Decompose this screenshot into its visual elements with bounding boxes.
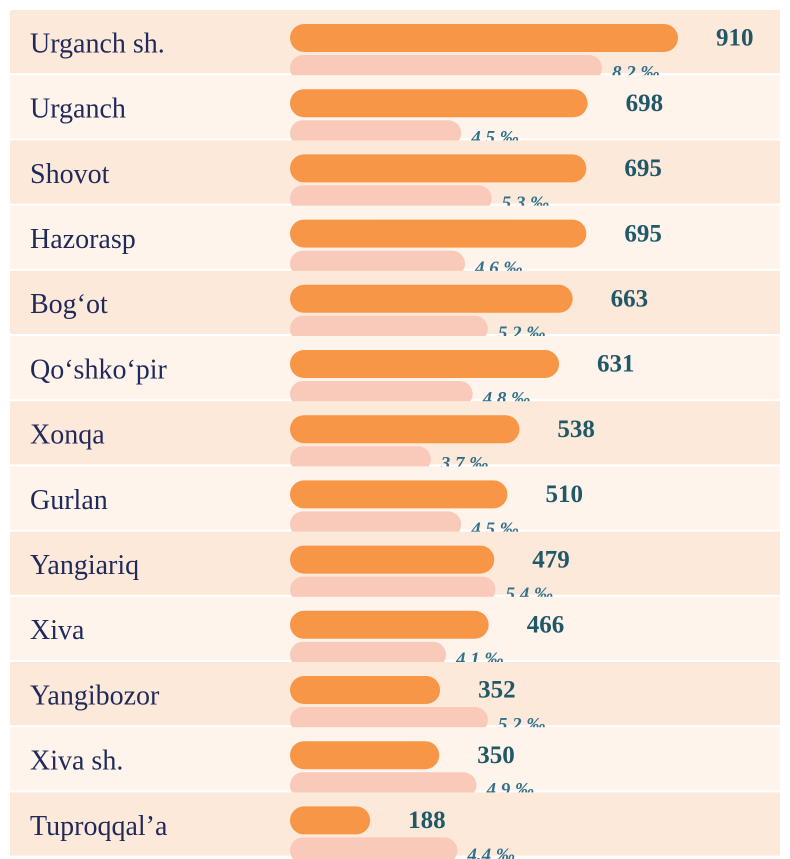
count-label: 350 <box>477 742 515 769</box>
rate-bar <box>290 381 473 407</box>
rate-bar <box>290 446 431 473</box>
count-label: 695 <box>624 155 662 182</box>
rate-bar <box>290 707 488 733</box>
count-label: 352 <box>478 677 515 704</box>
rate-bar <box>290 576 496 603</box>
category-label: Gurlan <box>30 485 108 516</box>
rate-bar <box>290 250 466 277</box>
rate-bar <box>290 837 458 859</box>
count-bar <box>290 284 573 313</box>
count-bar <box>290 480 508 509</box>
count-label: 466 <box>527 612 565 639</box>
rate-bar <box>290 511 462 538</box>
count-bar <box>290 610 489 639</box>
rate-bar <box>290 55 602 81</box>
category-label: Xiva sh. <box>30 746 123 777</box>
count-label: 695 <box>624 220 662 247</box>
count-bar <box>290 219 587 248</box>
category-label: Xiva <box>30 615 85 646</box>
category-label: Yangiariq <box>30 550 139 581</box>
category-label: Urganch sh. <box>30 28 165 59</box>
count-label: 510 <box>545 481 583 508</box>
count-bar <box>290 154 587 183</box>
count-label: 910 <box>716 25 754 52</box>
count-bar <box>290 545 495 574</box>
count-bar <box>290 350 560 378</box>
category-label: Tuproqqal’a <box>30 811 168 842</box>
category-label: Shovot <box>30 159 110 190</box>
rate-bar <box>290 641 446 668</box>
count-label: 538 <box>557 416 595 443</box>
category-label: Urganch <box>30 94 126 125</box>
count-bar <box>290 806 371 835</box>
category-label: Hazorasp <box>30 224 136 255</box>
count-bar <box>290 676 441 704</box>
count-label: 479 <box>532 546 570 573</box>
count-label: 631 <box>597 351 635 378</box>
count-bar <box>290 741 440 770</box>
count-bar <box>290 24 678 52</box>
category-label: Qo‘shko‘pir <box>30 354 168 385</box>
category-label: Yangibozor <box>30 680 160 711</box>
rate-bar <box>290 772 477 799</box>
count-bar <box>290 415 520 444</box>
count-label: 663 <box>611 286 649 313</box>
category-label: Xonqa <box>30 420 105 451</box>
rate-bar <box>290 120 462 147</box>
rate-bar <box>290 185 492 212</box>
rate-bar <box>290 315 488 342</box>
count-label: 188 <box>408 807 446 834</box>
rate-label: 4,4 ‰ <box>466 845 515 859</box>
category-label: Bog‘ot <box>30 289 108 320</box>
count-label: 698 <box>626 90 664 117</box>
count-bar <box>290 89 588 118</box>
